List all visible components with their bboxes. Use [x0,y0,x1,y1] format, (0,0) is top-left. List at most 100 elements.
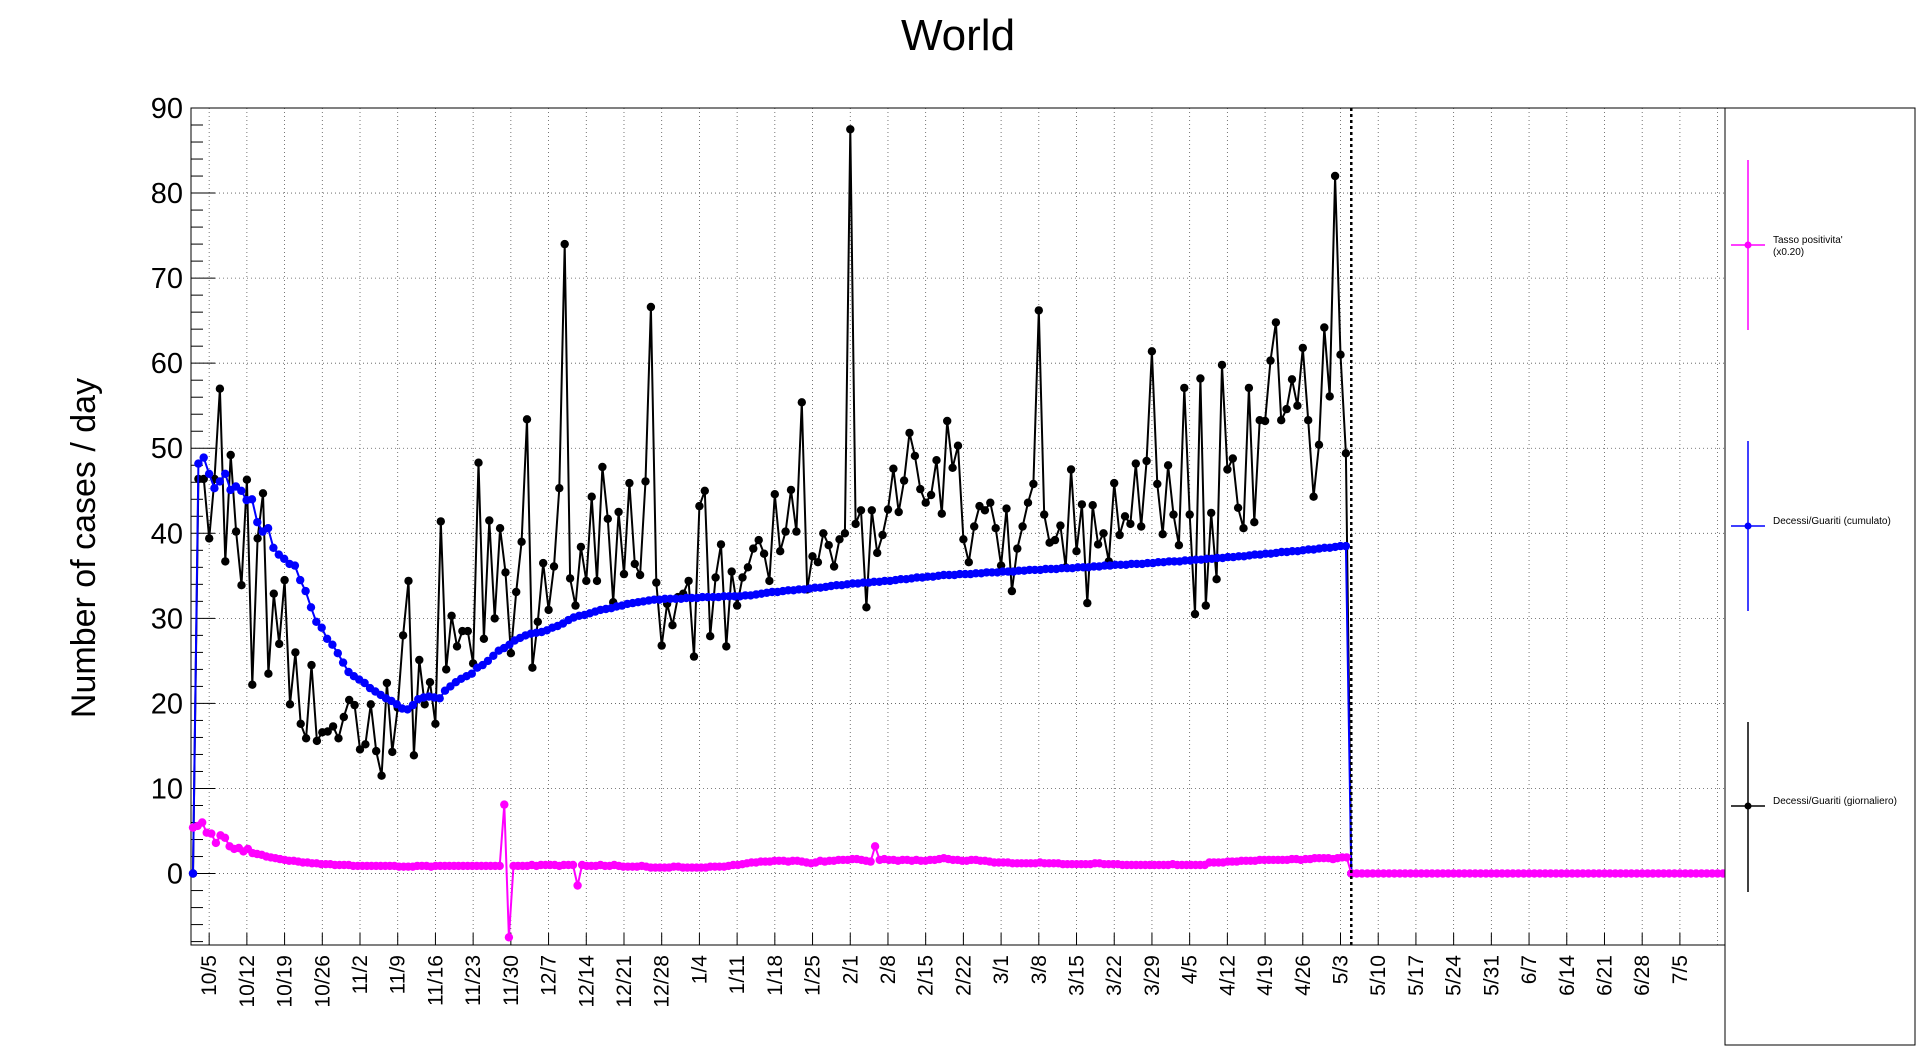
data-point [953,441,963,450]
data-point [1002,504,1011,513]
x-tick-label: 1/11 [726,955,749,994]
data-point [555,484,564,493]
data-point [1298,343,1308,353]
data-point [275,639,284,649]
x-tick-label: 10/19 [274,955,297,1008]
data-point [1029,479,1038,489]
data-point [533,617,542,626]
data-point [544,605,553,615]
data-point [894,507,903,517]
data-point [408,700,418,710]
legend-marker [1744,802,1752,810]
data-point [467,669,476,678]
data-point [851,519,860,529]
data-point [258,489,268,498]
data-point [1341,449,1351,458]
data-point [689,652,699,661]
y-tick-label: 50 [151,433,183,465]
data-point [582,576,591,586]
data-point [1293,401,1302,410]
data-point [684,576,693,586]
data-point [1034,306,1044,315]
data-point [1169,510,1178,519]
legend-entry: Tasso positivita'(x0.20) [1731,160,1843,330]
data-point [797,398,806,407]
x-tick-label: 4/26 [1292,955,1315,996]
data-point [856,506,866,515]
x-tick-label: 10/26 [311,955,334,1008]
x-tick-label: 12/28 [651,955,674,1008]
data-point [1018,522,1027,531]
data-point [1056,521,1065,530]
x-tick-label: 12/21 [613,955,636,1008]
data-point [883,505,893,514]
data-point [420,700,429,709]
data-point [576,542,586,552]
y-tick-label: 80 [151,178,183,210]
data-point [587,492,596,501]
data-point [345,695,354,705]
chart-title: World [901,11,1015,60]
data-point [199,453,208,462]
data-point [382,678,392,688]
data-point [824,541,833,550]
legend-label: (x0.20) [1773,247,1804,258]
data-point [489,651,498,660]
data-point [1190,609,1200,619]
data-point [237,581,246,590]
data-point [264,669,273,678]
data-point [867,506,876,515]
data-point [500,800,509,809]
data-point [442,665,451,674]
data-point [242,475,252,484]
data-point [1185,510,1194,519]
data-point [285,700,295,709]
x-tick-label: 3/8 [1028,955,1051,984]
x-tick-label: 6/21 [1593,955,1616,996]
data-point [792,527,801,536]
x-tick-label: 2/15 [915,955,938,996]
data-point [592,576,602,586]
data-point [1320,323,1329,332]
data-point [210,484,219,493]
data-point [1277,416,1286,425]
data-point [1163,461,1173,470]
data-point [948,463,957,472]
data-point [754,535,763,545]
data-point [668,621,677,630]
data-point [436,517,445,526]
data-point [452,642,462,651]
legend-marker [1744,522,1752,530]
data-point [738,573,747,582]
x-tick-label: 3/29 [1141,955,1164,996]
data-point [759,549,769,558]
data-point [1158,530,1167,539]
data-point [1260,416,1270,426]
data-point [328,722,338,731]
legend-entries: Tasso positivita'(x0.20) Decessi/Guariti … [1731,160,1897,892]
data-point [970,522,979,531]
data-point [328,640,337,649]
y-tick-label: 40 [151,518,183,550]
x-tick-label: 11/23 [462,955,485,1006]
data-point [269,589,278,598]
data-point [598,462,607,472]
series-layer [188,125,1728,942]
data-point [306,603,316,612]
data-point [307,660,316,670]
data-point [932,456,941,465]
data-point [1110,478,1119,488]
x-tick-label: 5/31 [1480,955,1503,996]
data-point [198,818,207,827]
x-tick-label: 2/8 [877,955,900,984]
data-point [732,601,742,610]
data-point [1083,598,1092,608]
data-point [483,656,493,666]
data-point [646,302,656,312]
data-point [221,469,230,478]
data-point [635,570,645,580]
data-point [1126,519,1135,529]
data-point [1013,544,1022,553]
data-point [479,634,489,643]
data-point [1212,575,1221,584]
